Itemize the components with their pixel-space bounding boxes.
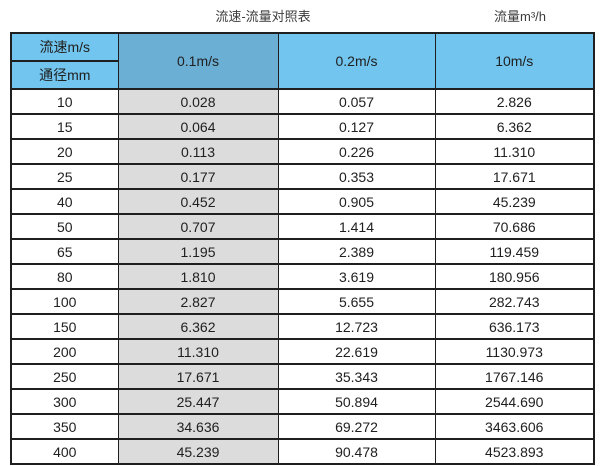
flow-value-cell: 17.671 <box>434 163 595 190</box>
flow-value-cell: 11.310 <box>434 138 595 165</box>
table-row: 200 11.310 22.619 1130.973 <box>10 338 595 365</box>
table-row: 150 6.362 12.723 636.173 <box>10 313 595 340</box>
flow-value-cell: 4523.893 <box>434 438 595 465</box>
diameter-cell: 10 <box>10 88 119 115</box>
flow-value-cell: 35.343 <box>277 363 436 390</box>
flow-value-cell: 636.173 <box>434 313 595 340</box>
flow-value-cell: 22.619 <box>277 338 436 365</box>
flow-value-cell: 0.127 <box>277 113 436 140</box>
velocity-header-0.1: 0.1m/s <box>117 32 279 90</box>
table-row: 80 1.810 3.619 180.956 <box>10 263 595 290</box>
diameter-cell: 150 <box>10 313 119 340</box>
diameter-cell: 200 <box>10 338 119 365</box>
flow-value-cell: 90.478 <box>277 438 436 465</box>
flow-value-cell: 1130.973 <box>434 338 595 365</box>
velocity-header-10: 10m/s <box>434 32 595 90</box>
diameter-cell: 300 <box>10 388 119 415</box>
flow-value-cell: 25.447 <box>117 388 279 415</box>
flow-value-cell: 45.239 <box>434 188 595 215</box>
table-title: 流速-流量对照表 <box>215 9 311 24</box>
flow-value-cell: 0.905 <box>277 188 436 215</box>
flow-value-cell: 2.827 <box>117 288 279 315</box>
table-row: 400 45.239 90.478 4523.893 <box>10 438 595 465</box>
velocity-header-0.2: 0.2m/s <box>277 32 436 90</box>
flow-rate-unit-label: 流量m³/h <box>493 9 547 24</box>
flow-value-cell: 1767.146 <box>434 363 595 390</box>
diameter-cell: 50 <box>10 213 119 240</box>
table-row: 20 0.113 0.226 11.310 <box>10 138 595 165</box>
flow-value-cell: 0.353 <box>277 163 436 190</box>
diameter-cell: 20 <box>10 138 119 165</box>
titlebar: 流速-流量对照表 流量m³/h <box>0 4 600 26</box>
flow-value-cell: 0.226 <box>277 138 436 165</box>
flow-value-cell: 2544.690 <box>434 388 595 415</box>
flow-value-cell: 50.894 <box>277 388 436 415</box>
flow-value-cell: 2.826 <box>434 88 595 115</box>
table-row: 350 34.636 69.272 3463.606 <box>10 413 595 440</box>
flow-value-cell: 0.113 <box>117 138 279 165</box>
table-row: 15 0.064 0.127 6.362 <box>10 113 595 140</box>
table-row: 40 0.452 0.905 45.239 <box>10 188 595 215</box>
flow-value-cell: 17.671 <box>117 363 279 390</box>
table-row: 65 1.195 2.389 119.459 <box>10 238 595 265</box>
flow-value-cell: 2.389 <box>277 238 436 265</box>
flow-value-cell: 1.810 <box>117 263 279 290</box>
flow-value-cell: 3463.606 <box>434 413 595 440</box>
flow-value-cell: 1.414 <box>277 213 436 240</box>
flow-value-cell: 0.707 <box>117 213 279 240</box>
flow-value-cell: 180.956 <box>434 263 595 290</box>
flow-value-cell: 0.057 <box>277 88 436 115</box>
diameter-cell: 40 <box>10 188 119 215</box>
flow-value-cell: 6.362 <box>117 313 279 340</box>
table-row: 300 25.447 50.894 2544.690 <box>10 388 595 415</box>
flow-value-cell: 11.310 <box>117 338 279 365</box>
flow-velocity-table: 流速m/s 0.1m/s 0.2m/s 10m/s 通径mm 10 0.028 0.… <box>10 32 595 465</box>
table-header: 流速m/s 0.1m/s 0.2m/s 10m/s 通径mm <box>10 32 595 90</box>
diameter-cell: 250 <box>10 363 119 390</box>
flow-value-cell: 3.619 <box>277 263 436 290</box>
flow-value-cell: 34.636 <box>117 413 279 440</box>
flow-value-cell: 282.743 <box>434 288 595 315</box>
diameter-cell: 15 <box>10 113 119 140</box>
flow-value-cell: 0.452 <box>117 188 279 215</box>
flow-value-cell: 119.459 <box>434 238 595 265</box>
diameter-cell: 100 <box>10 288 119 315</box>
diameter-cell: 350 <box>10 413 119 440</box>
flow-value-cell: 45.239 <box>117 438 279 465</box>
flow-value-cell: 0.064 <box>117 113 279 140</box>
flow-value-cell: 5.655 <box>277 288 436 315</box>
diameter-cell: 65 <box>10 238 119 265</box>
table-row: 250 17.671 35.343 1767.146 <box>10 363 595 390</box>
flow-value-cell: 70.686 <box>434 213 595 240</box>
diameter-cell: 25 <box>10 163 119 190</box>
table-row: 50 0.707 1.414 70.686 <box>10 213 595 240</box>
flow-value-cell: 6.362 <box>434 113 595 140</box>
table-row: 100 2.827 5.655 282.743 <box>10 288 595 315</box>
diameter-cell: 80 <box>10 263 119 290</box>
flow-value-cell: 12.723 <box>277 313 436 340</box>
flow-value-cell: 1.195 <box>117 238 279 265</box>
corner-diameter-label: 通径mm <box>10 60 119 90</box>
diameter-cell: 400 <box>10 438 119 465</box>
flow-value-cell: 0.028 <box>117 88 279 115</box>
table-body: 10 0.028 0.057 2.826 15 0.064 0.127 6.362 20 0.11… <box>10 88 595 465</box>
flow-value-cell: 69.272 <box>277 413 436 440</box>
table-row: 25 0.177 0.353 17.671 <box>10 163 595 190</box>
flow-value-cell: 0.177 <box>117 163 279 190</box>
corner-velocity-label: 流速m/s <box>10 32 119 62</box>
table-row: 10 0.028 0.057 2.826 <box>10 88 595 115</box>
